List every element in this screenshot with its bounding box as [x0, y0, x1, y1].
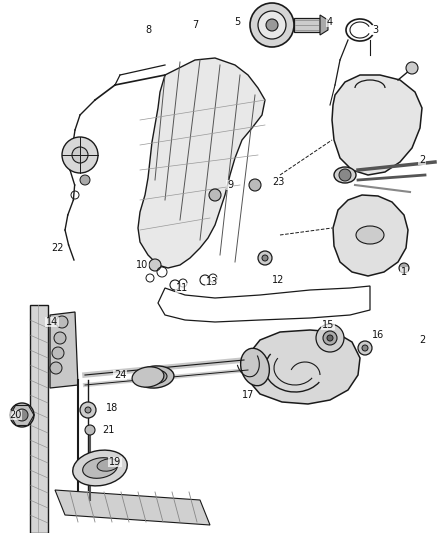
Ellipse shape [97, 459, 119, 471]
Circle shape [208, 189, 220, 201]
Text: 17: 17 [241, 390, 254, 400]
Text: 13: 13 [205, 277, 218, 287]
Circle shape [361, 345, 367, 351]
Text: 3: 3 [371, 25, 377, 35]
Text: 4: 4 [326, 17, 332, 27]
Circle shape [258, 11, 285, 39]
Text: 24: 24 [113, 370, 126, 380]
Polygon shape [244, 330, 359, 404]
Text: 12: 12 [271, 275, 283, 285]
Text: 18: 18 [106, 403, 118, 413]
Circle shape [261, 255, 267, 261]
Circle shape [16, 409, 28, 421]
Circle shape [405, 62, 417, 74]
Polygon shape [138, 58, 265, 268]
Text: 16: 16 [371, 330, 383, 340]
Ellipse shape [355, 226, 383, 244]
Circle shape [357, 341, 371, 355]
Polygon shape [50, 312, 78, 388]
Text: 21: 21 [102, 425, 114, 435]
Circle shape [258, 251, 272, 265]
Ellipse shape [143, 370, 166, 384]
Circle shape [85, 407, 91, 413]
Circle shape [322, 331, 336, 345]
Circle shape [398, 263, 408, 273]
Text: 11: 11 [176, 283, 188, 293]
Circle shape [265, 19, 277, 31]
Circle shape [62, 137, 98, 173]
Text: 22: 22 [52, 243, 64, 253]
Ellipse shape [240, 348, 269, 386]
Text: 15: 15 [321, 320, 333, 330]
Circle shape [315, 324, 343, 352]
Ellipse shape [136, 366, 173, 388]
Text: 20: 20 [9, 410, 21, 420]
Text: 2: 2 [418, 155, 424, 165]
Ellipse shape [333, 167, 355, 183]
Circle shape [338, 169, 350, 181]
Circle shape [148, 259, 161, 271]
Circle shape [10, 403, 34, 427]
Circle shape [326, 335, 332, 341]
Polygon shape [319, 15, 327, 35]
Polygon shape [55, 490, 209, 525]
Text: 5: 5 [233, 17, 240, 27]
Text: 7: 7 [191, 20, 198, 30]
Text: 23: 23 [271, 177, 283, 187]
Text: 2: 2 [418, 335, 424, 345]
Circle shape [54, 332, 66, 344]
Text: 10: 10 [136, 260, 148, 270]
Circle shape [50, 362, 62, 374]
Circle shape [249, 3, 293, 47]
Text: 1: 1 [400, 267, 406, 277]
Circle shape [80, 175, 90, 185]
Polygon shape [293, 18, 319, 32]
Text: 19: 19 [109, 457, 121, 467]
Circle shape [85, 425, 95, 435]
Ellipse shape [82, 458, 117, 478]
Circle shape [72, 147, 88, 163]
Text: 9: 9 [226, 180, 233, 190]
Ellipse shape [73, 450, 127, 486]
Ellipse shape [132, 367, 163, 387]
Circle shape [248, 179, 261, 191]
Text: 14: 14 [46, 317, 58, 327]
Text: 8: 8 [145, 25, 151, 35]
Polygon shape [331, 75, 421, 175]
Polygon shape [30, 305, 48, 533]
Circle shape [80, 402, 96, 418]
Polygon shape [332, 195, 407, 276]
Circle shape [52, 347, 64, 359]
Circle shape [56, 316, 68, 328]
